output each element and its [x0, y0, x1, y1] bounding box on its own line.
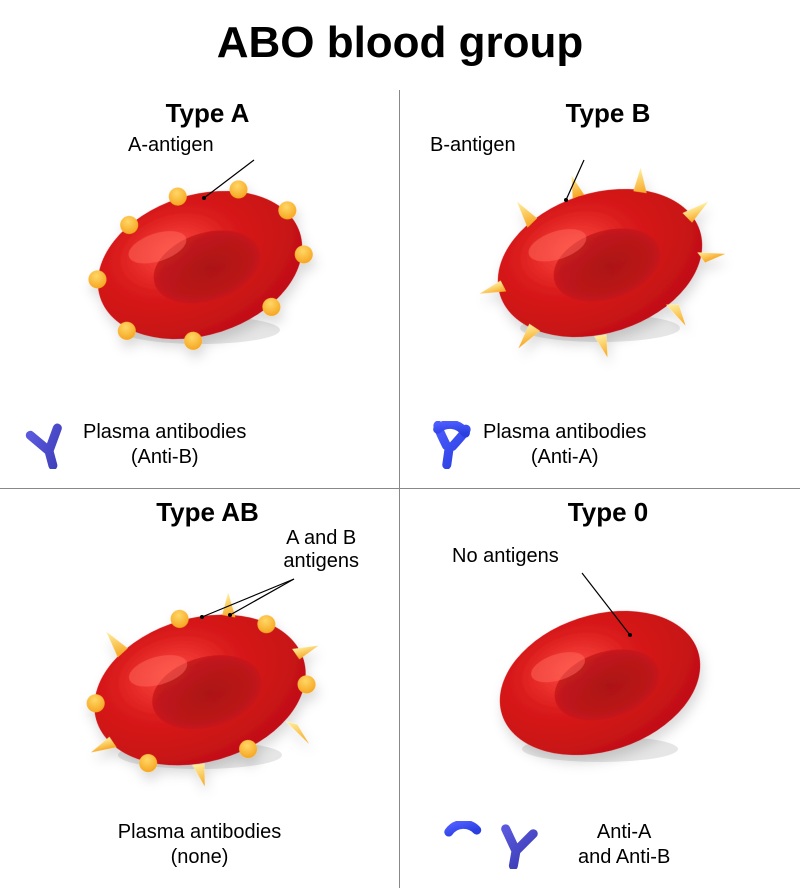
antibody-a-icon — [425, 421, 473, 469]
plasma-row-a: Plasma antibodies (Anti-B) — [25, 420, 394, 470]
quadrant-type-b: Type B B-antigen — [400, 90, 800, 489]
plasma-row-b: Plasma antibodies (Anti-A) — [425, 420, 795, 470]
blood-cell-a — [70, 170, 330, 350]
blood-type-grid: Type A A-antigen — [0, 90, 800, 888]
antigen-label-b: B-antigen — [430, 134, 516, 157]
antibody-a-icon — [440, 821, 488, 869]
antigen-label-ab: A and B antigens — [283, 527, 359, 573]
quadrant-type-ab: Type AB A and B antigens — [0, 489, 400, 888]
plasma-label-a: Plasma antibodies (Anti-B) — [83, 420, 246, 470]
blood-cell-b — [470, 168, 730, 348]
antibody-b-icon — [492, 821, 540, 869]
type-title-0: Type 0 — [428, 497, 788, 528]
plasma-row-0: Anti-A and Anti-B — [440, 820, 790, 870]
type-title-b: Type B — [428, 98, 788, 129]
plasma-label-0: Anti-A and Anti-B — [578, 820, 670, 870]
blood-cell-0 — [470, 591, 730, 771]
antigen-label-0: No antigens — [452, 545, 559, 568]
type-title-ab: Type AB — [28, 497, 387, 528]
blood-cell-ab — [70, 595, 330, 775]
antibody-b-icon — [25, 421, 73, 469]
quadrant-type-a: Type A A-antigen — [0, 90, 400, 489]
plasma-row-ab: Plasma antibodies (none) — [0, 820, 399, 870]
page-title: ABO blood group — [0, 0, 800, 72]
type-title-a: Type A — [28, 98, 387, 129]
plasma-label-b: Plasma antibodies (Anti-A) — [483, 420, 646, 470]
plasma-label-ab: Plasma antibodies (none) — [118, 820, 281, 870]
quadrant-type-0: Type 0 No antigens — [400, 489, 800, 888]
antigen-label-a: A-antigen — [128, 134, 214, 157]
